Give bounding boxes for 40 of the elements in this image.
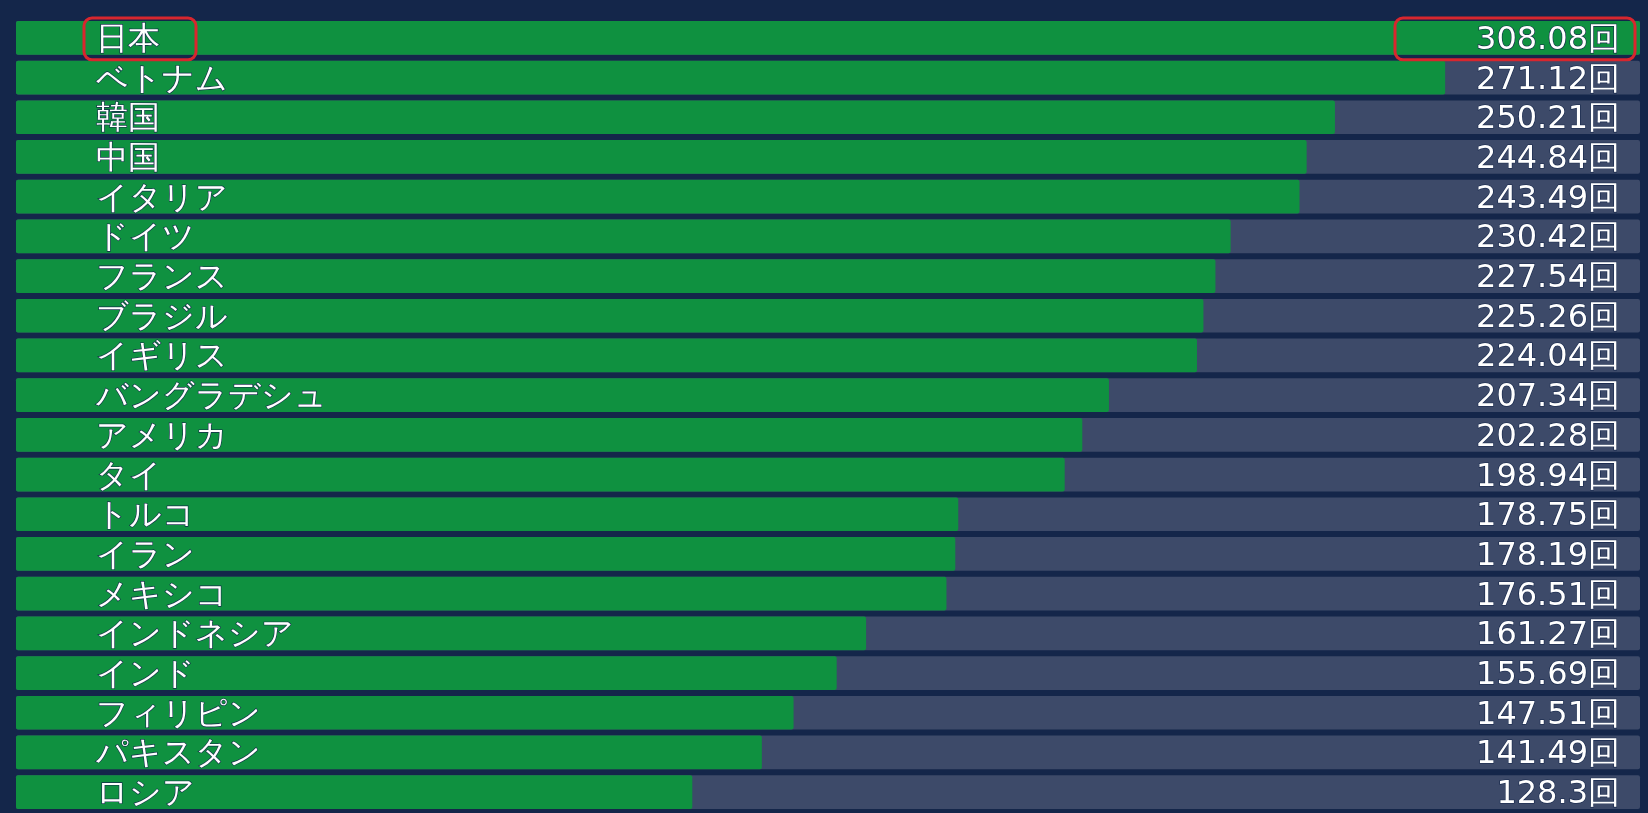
y-tick-label: イラン xyxy=(96,534,195,573)
data-label: 225.26回 xyxy=(1476,296,1620,335)
y-tick-label: アメリカ xyxy=(96,415,228,454)
y-tick-label: フィリピン xyxy=(96,693,261,732)
y-tick-label: ベトナム xyxy=(96,58,228,97)
y-tick-label: パキスタン xyxy=(95,733,261,772)
y-tick-label: 中国 xyxy=(96,137,160,176)
data-label: 178.19回 xyxy=(1476,534,1620,573)
data-label: 244.84回 xyxy=(1476,137,1620,176)
data-label: 224.04回 xyxy=(1476,336,1620,375)
data-label: 198.94回 xyxy=(1476,455,1620,494)
y-tick-label: バングラデシュ xyxy=(95,376,327,415)
y-tick-label: ドイツ xyxy=(96,217,195,256)
y-tick-label: インドネシア xyxy=(96,614,294,653)
data-label: 202.28回 xyxy=(1476,415,1620,454)
data-label: 147.51回 xyxy=(1476,693,1620,732)
data-label: 227.54回 xyxy=(1476,257,1620,296)
y-tick-label: イタリア xyxy=(96,177,228,216)
y-tick-label: イギリス xyxy=(96,336,228,375)
y-tick-label: インド xyxy=(96,654,195,693)
y-tick-label: ロシア xyxy=(96,773,195,812)
y-tick-label: ブラジル xyxy=(96,296,228,335)
y-tick-label: タイ xyxy=(96,455,162,494)
data-label: 250.21回 xyxy=(1476,98,1620,137)
data-label: 178.75回 xyxy=(1476,495,1620,534)
y-tick-label: トルコ xyxy=(96,495,195,534)
data-label: 128.3回 xyxy=(1496,773,1620,812)
data-label: 176.51回 xyxy=(1476,574,1620,613)
data-label: 141.49回 xyxy=(1476,733,1620,772)
data-label: 161.27回 xyxy=(1476,614,1620,653)
data-label: 230.42回 xyxy=(1476,217,1620,256)
y-tick-label: 日本 xyxy=(96,18,160,57)
data-label: 308.08回 xyxy=(1476,18,1620,57)
y-tick-label: フランス xyxy=(96,257,228,296)
data-label: 155.69回 xyxy=(1476,654,1620,693)
data-label: 243.49回 xyxy=(1476,177,1620,216)
y-tick-label: 韓国 xyxy=(96,98,160,137)
data-label: 271.12回 xyxy=(1476,58,1620,97)
data-label: 207.34回 xyxy=(1476,376,1620,415)
y-tick-label: メキシコ xyxy=(96,574,228,613)
